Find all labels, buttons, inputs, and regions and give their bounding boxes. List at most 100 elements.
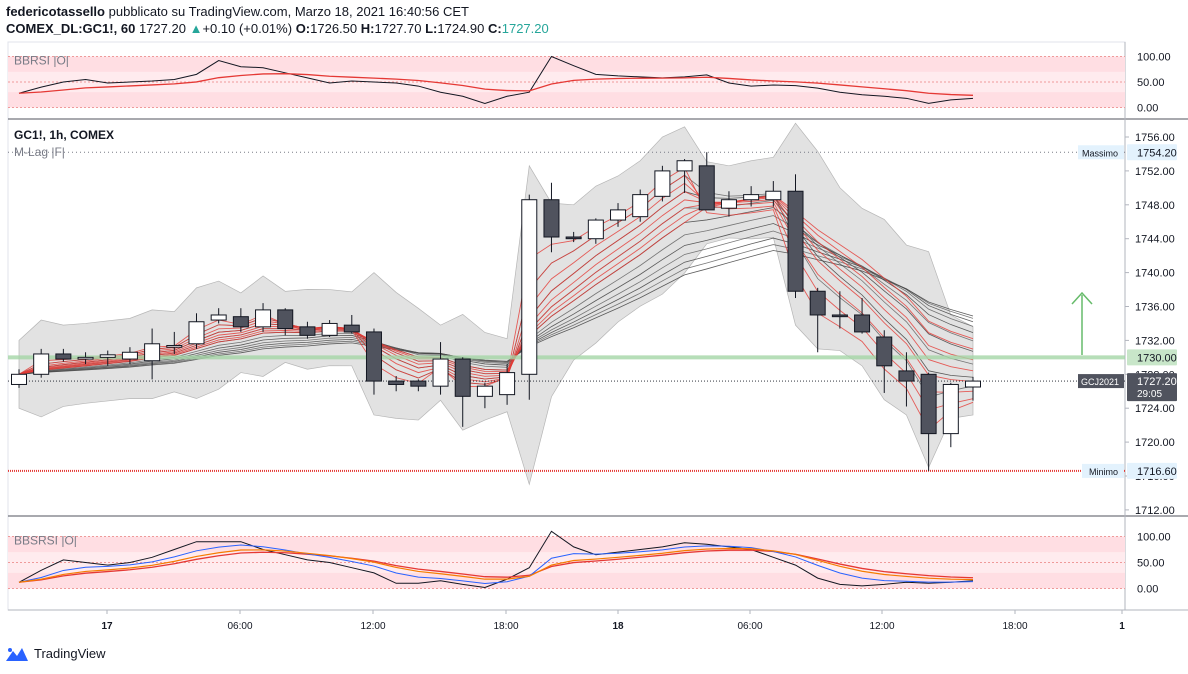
candle-body (965, 380, 981, 388)
price-change: +0.10 (+0.01%) (202, 21, 293, 36)
ribbon-line-dark (18, 244, 974, 375)
bbsrsi-tick-label: 0.00 (1137, 584, 1158, 596)
candle-body (99, 354, 116, 358)
candle-body (676, 160, 693, 172)
ribbon-line-red (18, 191, 974, 382)
publish-info: federicotassello pubblicato su TradingVi… (6, 4, 469, 19)
symbol-label[interactable]: COMEX_DL:GC1!, 60 (6, 21, 136, 36)
bbrsi-tick-label: 50.00 (1137, 77, 1165, 89)
level-price-tag-bg (1127, 349, 1177, 366)
bbrsi-signal-line (18, 73, 974, 96)
candle-body (765, 190, 782, 201)
time-tick-label: 18 (612, 621, 624, 632)
candle-body (77, 356, 94, 360)
last-price: 1727.20 (138, 21, 186, 36)
price-tick-label: 1752.00 (1135, 166, 1175, 178)
last-price-tag: 1727.20 (1137, 376, 1177, 388)
bbsrsi-upper-zone (8, 536, 1125, 553)
max-label: Massimo (1082, 148, 1118, 158)
candle-body (543, 199, 560, 238)
time-tick-label: 12:00 (360, 621, 385, 632)
candle-body (144, 343, 161, 362)
brand-label: TradingView (34, 646, 106, 661)
candle-body (321, 322, 338, 336)
bbsrsi-slow-line (18, 547, 974, 583)
min-price-tag-bg (1127, 462, 1177, 479)
price-tick-label: 1720.00 (1135, 437, 1175, 449)
price-tick-label: 1736.00 (1135, 302, 1175, 314)
candle-body (898, 370, 915, 382)
candle-body (942, 383, 959, 435)
ribbon-line-dark (18, 230, 974, 375)
open-label: O: (295, 21, 311, 36)
contract-label: GCJ2021 (1081, 377, 1119, 387)
up-arrow-icon (1071, 291, 1093, 305)
candle-body (11, 373, 27, 385)
candle-body (188, 321, 205, 345)
bbsrsi-tick-label: 50.00 (1137, 558, 1165, 570)
candle-body (920, 373, 937, 435)
bbrsi-lower-zone (8, 92, 1125, 108)
high-label: H: (360, 21, 375, 36)
candle-body (876, 336, 893, 367)
min-label: Minimo (1089, 467, 1118, 477)
candle-body (299, 326, 316, 336)
tradingview-logo-icon (6, 647, 28, 661)
time-tick-label: 17 (101, 621, 113, 632)
candle-body (232, 316, 249, 328)
candle-body (831, 314, 848, 318)
candle-body (698, 165, 715, 211)
high-value: 1727.70 (374, 21, 422, 36)
author-name[interactable]: federicotassello (6, 4, 105, 19)
candle-body (610, 209, 627, 221)
close-label: C: (488, 21, 502, 36)
candle-body (476, 385, 493, 397)
ribbon-line-red (18, 196, 974, 377)
candle-body (210, 314, 227, 321)
ohlc-legend: COMEX_DL:GC1!, 60 1727.20 ▲+0.10 (+0.01%… (6, 21, 549, 36)
bbrsi-label: BBRSI |O| (14, 54, 69, 68)
candle-body (277, 309, 294, 330)
price-tick-label: 1732.00 (1135, 335, 1175, 347)
bbsrsi-tick-label: 100.00 (1137, 532, 1171, 544)
time-tick-label: 18:00 (1002, 621, 1027, 632)
time-tick-label: 06:00 (737, 621, 762, 632)
footer-brand[interactable]: TradingView (6, 646, 106, 661)
time-tick-label: 06:00 (227, 621, 252, 632)
candle-body (166, 344, 183, 348)
candle-body (565, 236, 582, 240)
price-tick-label: 1756.00 (1135, 132, 1175, 144)
contract-label-bg (1078, 374, 1124, 389)
candle-body (255, 309, 272, 328)
bollinger-band (18, 122, 974, 486)
low-value: 1724.90 (437, 21, 485, 36)
publish-date: pubblicato su TradingView.com, Marzo 18,… (108, 4, 469, 19)
low-label: L: (425, 21, 438, 36)
bbrsi-tick-label: 100.00 (1137, 52, 1171, 64)
ribbon-line-red (18, 194, 974, 375)
candle-body (632, 194, 649, 218)
bbsrsi-signal-line (18, 549, 974, 583)
candle-body (587, 219, 604, 240)
price-tick-label: 1724.00 (1135, 403, 1175, 415)
bbsrsi-line (18, 530, 974, 588)
bbsrsi-fast-line (18, 544, 974, 585)
up-arrow-icon: ▲ (189, 21, 203, 36)
candle-body (743, 194, 760, 201)
price-tick-label: 1740.00 (1135, 268, 1175, 280)
bbrsi-tick-label: 0.00 (1137, 103, 1158, 115)
min-price-tag: 1716.60 (1137, 466, 1177, 478)
candle-body (720, 199, 737, 209)
price-tick-label: 1744.00 (1135, 234, 1175, 246)
close-value: 1727.20 (501, 21, 549, 36)
candle-body (499, 372, 516, 396)
candle-body (121, 351, 138, 360)
bar-countdown: 29:05 (1137, 389, 1162, 400)
candle-body (410, 380, 427, 387)
candle-body (809, 290, 826, 316)
last-price-tag-bg (1127, 373, 1177, 402)
candle-body (388, 380, 405, 385)
ribbon-line-dark (18, 237, 974, 375)
candle-body (521, 199, 538, 375)
max-price-tag-bg (1127, 144, 1177, 161)
